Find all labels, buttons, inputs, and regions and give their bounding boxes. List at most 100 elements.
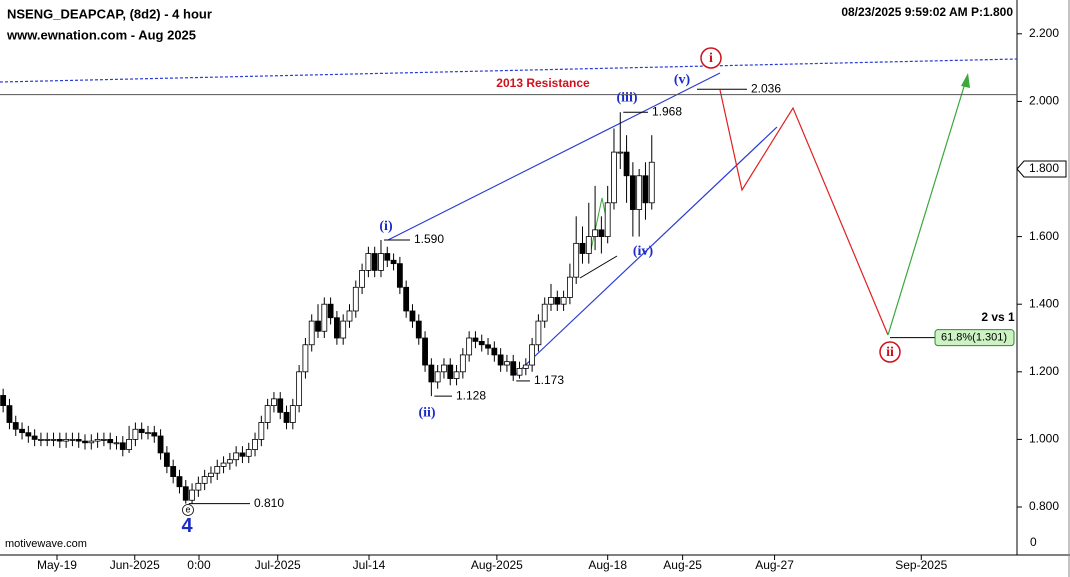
candle-body xyxy=(233,452,240,461)
candle-body xyxy=(25,432,32,437)
pivot-price: 1.128 xyxy=(456,388,486,402)
target-label: 61.8%(1.301) xyxy=(941,332,1007,344)
x-tick-label: Sep-2025 xyxy=(895,558,947,572)
candle-body xyxy=(75,439,82,442)
candle-body xyxy=(447,364,454,379)
channel-upper xyxy=(387,72,721,241)
candle-body xyxy=(189,489,195,501)
candle-body xyxy=(371,253,378,271)
candle-body xyxy=(195,482,202,491)
candle-body xyxy=(566,276,573,298)
candle-body xyxy=(422,337,428,366)
candle-body xyxy=(258,422,265,440)
candle-body xyxy=(283,411,290,423)
x-tick-label: May-19 xyxy=(37,558,77,572)
x-tick-label: Aug-25 xyxy=(663,558,702,572)
x-tick-label: Aug-18 xyxy=(588,558,627,572)
candle-body xyxy=(598,229,605,238)
candle-body xyxy=(472,337,479,342)
candle-body xyxy=(522,364,529,369)
sub-wave-line xyxy=(579,255,618,279)
candle-body xyxy=(485,344,491,349)
candle-body xyxy=(623,151,630,177)
candle-body xyxy=(573,242,580,278)
y-tick-label: 1.000 xyxy=(1029,432,1059,446)
candle-body xyxy=(145,432,151,435)
candle-body xyxy=(642,175,649,204)
candle-body xyxy=(478,340,485,346)
candle-body xyxy=(648,161,655,204)
candle-body xyxy=(12,422,19,430)
candle-body xyxy=(321,303,328,332)
pivot-price: 1.968 xyxy=(652,104,682,118)
candle-body xyxy=(38,439,44,441)
candle-body xyxy=(271,398,277,407)
candle-body xyxy=(340,320,347,339)
target-title: 2 vs 1 xyxy=(981,310,1015,324)
candle-body xyxy=(611,151,617,204)
x-tick-label: Jul-14 xyxy=(353,558,386,572)
candle-body xyxy=(346,310,353,322)
candle-body xyxy=(208,472,214,477)
x-tick-label: Jul-2025 xyxy=(255,558,301,572)
x-tick-label: Jun-2025 xyxy=(110,558,160,572)
source: motivewave.com xyxy=(5,538,87,550)
candle-body xyxy=(119,442,126,450)
candle-body xyxy=(220,462,227,467)
x-tick-label: Aug-27 xyxy=(755,558,794,572)
last-price-box xyxy=(1016,160,1067,178)
candle-body xyxy=(107,439,114,444)
candle-body xyxy=(560,297,567,305)
candle-body xyxy=(510,361,517,376)
candle-body xyxy=(491,347,498,356)
candle-body xyxy=(334,317,340,339)
y-tick-label: 2.000 xyxy=(1029,94,1059,108)
candle-body xyxy=(201,476,208,484)
projection-label: i xyxy=(709,51,713,66)
candle-body xyxy=(138,428,145,434)
pivot-price: 1.590 xyxy=(414,232,444,246)
candle-body xyxy=(453,371,460,379)
candle-body xyxy=(226,459,233,464)
channel-lower xyxy=(514,126,778,376)
candle-body xyxy=(409,310,416,322)
y-tick-label: 1.400 xyxy=(1029,296,1059,310)
candle-body xyxy=(63,439,70,442)
candle-body xyxy=(94,439,101,442)
wave-label: (iv) xyxy=(633,244,654,259)
candle-body xyxy=(428,364,435,383)
projection-path xyxy=(719,89,889,336)
candle-body xyxy=(535,320,542,346)
candle-body xyxy=(579,242,586,254)
candle-body xyxy=(245,449,252,457)
last-price-label: 1.800 xyxy=(1029,161,1059,175)
candle-body xyxy=(529,344,536,366)
candle-body xyxy=(554,297,561,305)
candle-body xyxy=(415,320,422,339)
candle-body xyxy=(504,361,510,366)
candle-body xyxy=(69,439,76,441)
candle-body xyxy=(113,442,120,445)
axis-corner-label: 0 xyxy=(1030,535,1037,549)
candle-body xyxy=(352,286,359,312)
candle-body xyxy=(296,371,303,407)
candle-body xyxy=(151,432,158,437)
projection-circle xyxy=(879,341,901,363)
site-title: www.ewnation.com - Aug 2025 xyxy=(6,27,196,42)
candle-body xyxy=(441,364,447,373)
candle-body xyxy=(390,259,397,265)
pivot-price: 0.810 xyxy=(254,496,284,510)
candle-body xyxy=(6,405,13,423)
pivot-price: 2.036 xyxy=(751,81,781,95)
candle-body xyxy=(396,263,403,288)
candle-body xyxy=(101,439,107,441)
y-tick-label: 0.800 xyxy=(1029,499,1059,513)
candle-body xyxy=(592,229,598,238)
wave-label: (ii) xyxy=(418,405,435,420)
candle-body xyxy=(308,320,315,346)
resistance-label: 2013 Resistance xyxy=(496,76,590,90)
candle-body xyxy=(359,270,365,288)
candle-body xyxy=(315,320,321,332)
candle-body xyxy=(403,286,410,312)
